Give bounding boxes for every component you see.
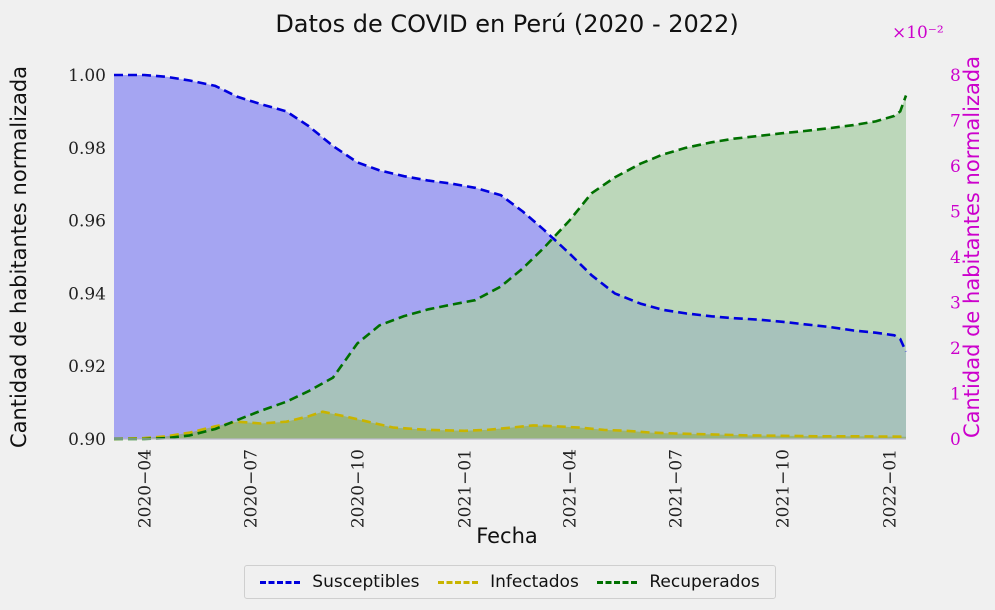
legend-item-infectados: Infectados — [438, 572, 579, 592]
y-right-tick-label: 1 — [950, 385, 961, 405]
y-left-tick-label: 0.98 — [68, 139, 106, 159]
x-tick-label: 2021−04 — [560, 449, 580, 528]
y-right-tick-label: 4 — [950, 248, 961, 268]
legend-swatch-susceptibles — [260, 580, 301, 584]
y-left-tick-label: 0.96 — [68, 212, 106, 232]
x-tick-label: 2020−10 — [348, 449, 368, 528]
y-left-tick-label: 0.94 — [68, 284, 106, 304]
area-fills — [114, 75, 906, 439]
y-right-tick-label: 2 — [950, 339, 961, 359]
series-lines — [113, 73, 908, 441]
x-tick-label: 2021−01 — [456, 449, 476, 528]
x-axis-label: Fecha — [476, 524, 538, 548]
right-axis-multiplier: ×10⁻² — [892, 23, 944, 43]
legend: Susceptibles Infectados Recuperados — [244, 565, 776, 599]
y-right-tick-label: 5 — [950, 203, 961, 223]
legend-item-susceptibles: Susceptibles — [260, 572, 420, 592]
chart-title: Datos de COVID en Perú (2020 - 2022) — [275, 10, 738, 38]
y-right-tick-label: 8 — [950, 66, 961, 86]
legend-swatch-infectados — [438, 580, 479, 584]
legend-label-infectados: Infectados — [490, 572, 579, 592]
x-tick-label: 2021−10 — [774, 449, 794, 528]
y-right-tick-label: 7 — [950, 112, 961, 132]
legend-swatch-recuperados — [597, 580, 638, 584]
area-recuperados — [114, 95, 906, 439]
legend-label-susceptibles: Susceptibles — [312, 572, 420, 592]
y-right-tick-label: 3 — [950, 294, 961, 314]
area-infectados — [114, 411, 906, 439]
legend-label-recuperados: Recuperados — [649, 572, 760, 592]
line-infectados — [113, 410, 907, 441]
x-tick-label: 2021−07 — [666, 449, 686, 528]
y-left-tick-label: 1.00 — [68, 66, 106, 86]
axes: 0.90 0.92 0.94 0.96 0.98 1.00 0 1 2 3 4 5 6 7 8 2020−04… — [68, 66, 961, 528]
x-tick-label: 2020−07 — [241, 449, 261, 528]
line-recuperados — [114, 95, 908, 441]
x-tick-label: 2022−01 — [881, 449, 901, 528]
y-axis-right-label: Cantidad de habitantes normalizada — [960, 56, 984, 438]
y-axis-left-label: Cantidad de habitantes normalizada — [7, 66, 31, 448]
y-right-tick-label: 0 — [950, 430, 961, 450]
y-right-tick-label: 6 — [950, 157, 961, 177]
y-left-tick-label: 0.92 — [68, 357, 106, 377]
line-susceptibles — [114, 73, 908, 353]
legend-item-recuperados: Recuperados — [597, 572, 760, 592]
x-tick-label: 2020−04 — [135, 449, 155, 528]
y-left-tick-label: 0.90 — [68, 430, 106, 450]
